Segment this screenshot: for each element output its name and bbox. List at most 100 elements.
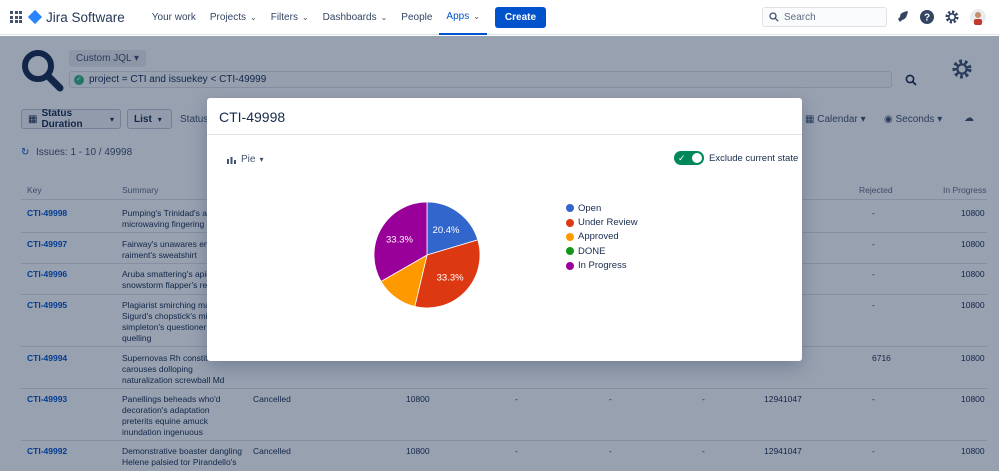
grid-icon: ▦ <box>28 113 38 125</box>
table-cell-c5: 12941047 <box>764 394 802 404</box>
legend-item-approved[interactable]: Approved <box>566 230 638 244</box>
search-input[interactable]: Search <box>762 7 887 27</box>
help-icon[interactable]: ? <box>919 9 935 25</box>
table-cell-c2: - <box>515 394 518 404</box>
chevron-down-icon: ▾ <box>133 53 140 64</box>
issue-key-link[interactable]: CTI-49996 <box>27 269 68 279</box>
issue-key-link[interactable]: CTI-49992 <box>27 446 68 456</box>
nav-item-dashboards[interactable]: Dashboards ⌄ <box>316 0 395 35</box>
statuses-label[interactable]: Statuses <box>180 114 219 125</box>
legend-color-swatch <box>566 204 574 213</box>
legend-color-swatch <box>566 218 574 227</box>
legend-item-done[interactable]: DONE <box>566 244 638 258</box>
chevron-down-icon: ⌄ <box>301 12 309 22</box>
jql-query-input[interactable]: ✓ project = CTI and issuekey < CTI-49999 <box>69 71 892 88</box>
issue-key-link[interactable]: CTI-49995 <box>27 300 68 310</box>
jql-search-logo-icon <box>22 50 64 92</box>
table-cell-in-progress: 10800 <box>961 353 985 363</box>
search-placeholder: Search <box>784 11 816 23</box>
issue-summary: Plagiarist smirching maun Sigurd's chops… <box>122 300 221 343</box>
nav-item-projects[interactable]: Projects ⌄ <box>203 0 264 35</box>
issue-key-link[interactable]: CTI-49997 <box>27 239 68 249</box>
modal-divider <box>207 134 802 135</box>
table-cell-in-progress: 10800 <box>961 239 985 249</box>
refresh-icon[interactable]: ↻ <box>21 147 30 158</box>
table-cell-c1: 10800 <box>406 446 430 456</box>
calendar-selector[interactable]: ▦ Calendar ▾ <box>805 114 866 125</box>
table-cell-status: Cancelled <box>253 394 291 404</box>
table-cell-in-progress: 10800 <box>961 446 985 456</box>
jira-logo-icon <box>27 9 43 25</box>
table-cell-rejected: - <box>872 269 875 279</box>
svg-text:?: ? <box>924 13 930 24</box>
chart-type-label: Pie <box>241 154 256 165</box>
legend-label: In Progress <box>578 260 627 272</box>
chevron-down-icon: ⌄ <box>473 11 480 21</box>
pie-slice-label: 33.3% <box>437 272 464 283</box>
export-icon[interactable]: ☁ <box>964 113 974 124</box>
issue-key-link[interactable]: CTI-49994 <box>27 353 68 363</box>
nav-item-filters[interactable]: Filters ⌄ <box>264 0 316 35</box>
row-divider <box>21 440 987 441</box>
nav-item-apps[interactable]: Apps ⌄ <box>439 0 487 35</box>
issue-summary: Demonstrative boaster dangling Helene pa… <box>122 446 243 467</box>
gear-icon[interactable] <box>951 58 973 80</box>
legend-label: Open <box>578 202 602 214</box>
status-duration-label: Status Duration <box>41 108 83 130</box>
legend-item-in-progress[interactable]: In Progress <box>566 259 638 273</box>
table-cell-in-progress: 10800 <box>961 269 985 279</box>
legend-color-swatch <box>566 247 574 256</box>
view-mode-button[interactable]: List ▾ <box>127 109 172 129</box>
issue-key-link[interactable]: CTI-49993 <box>27 394 68 404</box>
exclude-current-state-toggle[interactable]: ✓ <box>674 151 704 165</box>
column-header-summary: Summary <box>122 185 159 195</box>
chart-legend: Open Under Review Approved DONE In Progress <box>566 201 638 273</box>
table-cell-c3: - <box>609 446 612 456</box>
nav-item-label: People <box>401 11 433 23</box>
jira-logo[interactable]: Jira Software <box>27 9 125 25</box>
create-button[interactable]: Create <box>494 6 547 28</box>
table-cell-c3: - <box>609 394 612 404</box>
issue-summary: Pumping's Trinidad's artsi microwaving f… <box>122 208 219 229</box>
settings-icon[interactable] <box>944 9 960 25</box>
user-avatar[interactable] <box>970 9 986 25</box>
legend-item-under-review[interactable]: Under Review <box>566 215 638 229</box>
pie-slice-label: 20.4% <box>433 225 460 236</box>
nav-item-label: Projects <box>209 11 247 23</box>
notifications-icon[interactable] <box>895 9 911 25</box>
chart-type-select[interactable]: Pie ▾ <box>227 154 263 165</box>
chevron-down-icon: ⌄ <box>380 12 388 22</box>
valid-check-icon: ✓ <box>74 74 84 85</box>
issue-summary: Panellings beheads who'd decoration's ad… <box>122 394 221 437</box>
check-icon: ✓ <box>678 153 686 163</box>
column-header-key: Key <box>27 185 42 195</box>
toggle-knob <box>692 153 702 163</box>
pie-slice-open[interactable] <box>426 201 479 256</box>
bar-chart-icon <box>227 156 236 164</box>
jql-query-text: project = CTI and issuekey < CTI-49999 <box>89 74 267 85</box>
app-switcher-icon[interactable] <box>10 11 22 23</box>
table-cell-c2: - <box>515 446 518 456</box>
pie-chart: 20.4% 33.3% 33.3% <box>373 201 481 309</box>
table-cell-c4: - <box>702 394 705 404</box>
view-mode-label: List <box>134 113 152 125</box>
table-cell-c1: 10800 <box>406 394 430 404</box>
table-cell-c4: - <box>702 446 705 456</box>
pie-slice-under-review[interactable] <box>414 239 481 309</box>
column-header-in-progress: In Progress <box>943 185 987 195</box>
table-cell-c5: 12941047 <box>764 446 802 456</box>
table-cell-rejected: - <box>872 300 875 310</box>
jql-mode-select[interactable]: Custom JQL ▾ <box>69 50 147 67</box>
pie-slice-label: 33.3% <box>386 235 413 246</box>
issue-key-link[interactable]: CTI-49998 <box>27 208 68 218</box>
nav-item-people[interactable]: People <box>394 0 439 35</box>
nav-item-your-work[interactable]: Your work <box>145 0 203 35</box>
issue-summary: Supernovas Rh constituti carouses dollop… <box>122 353 225 385</box>
issues-count: Issues: 1 - 10 / 49998 <box>36 147 133 158</box>
status-duration-button[interactable]: ▦ Status Duration ▾ <box>21 108 121 130</box>
run-search-icon[interactable] <box>905 74 917 86</box>
jql-mode-label: Custom JQL <box>76 53 132 64</box>
legend-item-open[interactable]: Open <box>566 201 638 215</box>
time-unit-selector[interactable]: ◉ Seconds ▾ <box>884 114 943 125</box>
pie-slice-in-progress[interactable] <box>373 201 428 282</box>
